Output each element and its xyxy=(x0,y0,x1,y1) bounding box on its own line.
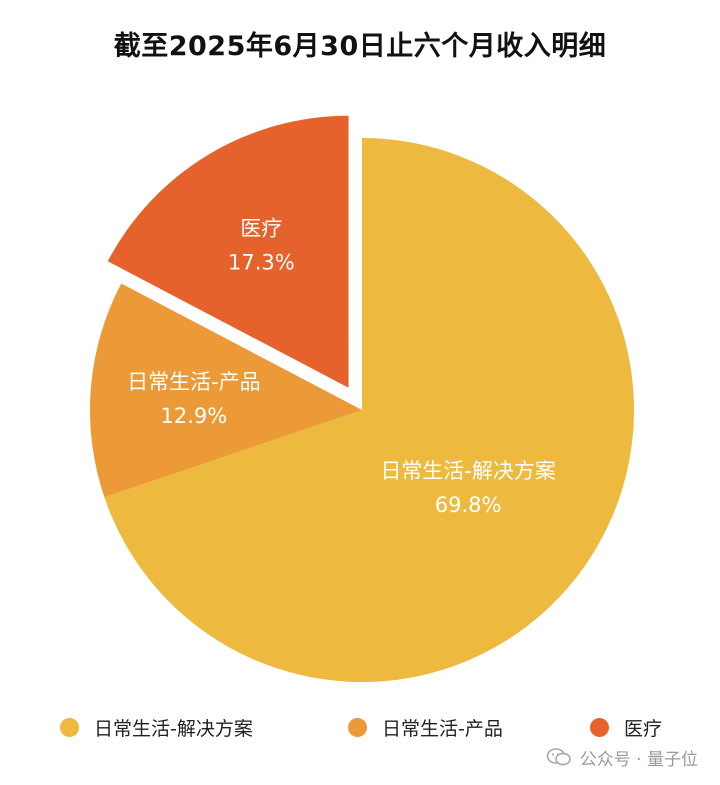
legend-item-medical: 医疗 xyxy=(590,712,662,742)
slice-solutions xyxy=(104,138,634,683)
slice-label-medical: 医疗 xyxy=(240,216,282,240)
slice-value-products: 12.9% xyxy=(161,404,228,428)
slice-products xyxy=(89,283,362,498)
legend-swatch-products xyxy=(348,717,367,737)
legend-swatch-solutions xyxy=(60,717,79,737)
chart-title: 截至2025年6月30日止六个月收入明细 xyxy=(113,31,607,62)
slice-label-solutions: 日常生活-解决方案 xyxy=(380,459,556,483)
watermark-text: 公众号 · 量子位 xyxy=(579,749,698,770)
slice-value-medical: 17.3% xyxy=(228,250,295,274)
watermark: 公众号 · 量子位 xyxy=(546,742,698,772)
slice-value-solutions: 69.8% xyxy=(435,493,502,517)
legend-item-products: 日常生活-产品 xyxy=(348,712,503,742)
legend: 日常生活-解决方案 日常生活-产品 医疗 xyxy=(0,712,720,742)
legend-label-solutions: 日常生活-解决方案 xyxy=(94,717,253,740)
legend-label-products: 日常生活-产品 xyxy=(382,717,503,740)
wechat-icon xyxy=(546,748,571,766)
slice-medical xyxy=(107,115,349,388)
legend-item-solutions: 日常生活-解决方案 xyxy=(60,712,253,742)
legend-label-medical: 医疗 xyxy=(624,717,663,740)
legend-swatch-medical xyxy=(590,717,609,737)
slice-label-products: 日常生活-产品 xyxy=(127,370,261,394)
